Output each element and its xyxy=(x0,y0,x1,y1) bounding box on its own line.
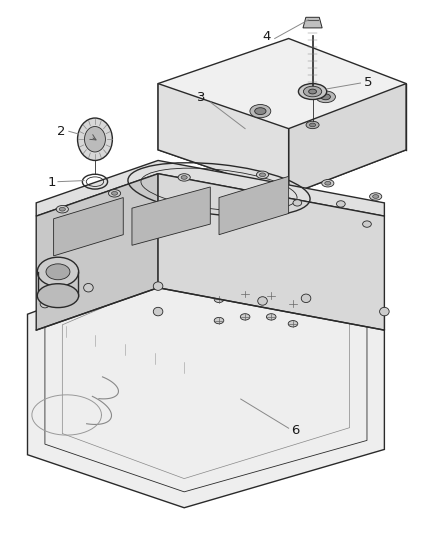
Polygon shape xyxy=(28,256,385,508)
Polygon shape xyxy=(53,198,123,256)
Polygon shape xyxy=(132,187,210,245)
Ellipse shape xyxy=(84,284,93,292)
Ellipse shape xyxy=(321,94,330,100)
Ellipse shape xyxy=(40,300,49,308)
Text: 6: 6 xyxy=(291,424,299,438)
Text: 3: 3 xyxy=(198,91,206,104)
Ellipse shape xyxy=(298,84,327,100)
Text: 5: 5 xyxy=(364,76,373,89)
Ellipse shape xyxy=(309,89,317,94)
Polygon shape xyxy=(219,176,289,235)
Ellipse shape xyxy=(59,207,65,211)
Polygon shape xyxy=(158,38,406,195)
Ellipse shape xyxy=(214,317,224,324)
Ellipse shape xyxy=(109,190,120,197)
Polygon shape xyxy=(36,160,385,216)
Polygon shape xyxy=(289,84,406,195)
Ellipse shape xyxy=(56,206,68,213)
Ellipse shape xyxy=(363,221,371,227)
Ellipse shape xyxy=(46,264,70,280)
Ellipse shape xyxy=(310,123,316,127)
Ellipse shape xyxy=(181,175,187,179)
Ellipse shape xyxy=(325,181,331,185)
Ellipse shape xyxy=(336,201,345,207)
Ellipse shape xyxy=(266,314,276,320)
Ellipse shape xyxy=(259,173,265,176)
Text: 2: 2 xyxy=(57,125,65,138)
Circle shape xyxy=(78,118,113,160)
Ellipse shape xyxy=(153,308,163,316)
Ellipse shape xyxy=(288,320,298,327)
Ellipse shape xyxy=(256,171,268,179)
Ellipse shape xyxy=(306,121,319,128)
Ellipse shape xyxy=(316,91,336,103)
Ellipse shape xyxy=(293,200,302,206)
Ellipse shape xyxy=(37,257,79,286)
Ellipse shape xyxy=(57,292,67,300)
Circle shape xyxy=(85,126,106,152)
Polygon shape xyxy=(158,84,289,195)
Ellipse shape xyxy=(112,191,117,195)
Ellipse shape xyxy=(301,294,311,303)
Ellipse shape xyxy=(304,86,322,97)
Ellipse shape xyxy=(370,193,382,200)
Ellipse shape xyxy=(178,174,190,181)
Text: 4: 4 xyxy=(263,30,271,43)
Ellipse shape xyxy=(258,297,267,305)
Ellipse shape xyxy=(240,291,250,297)
Ellipse shape xyxy=(254,108,266,115)
Ellipse shape xyxy=(380,308,389,316)
Ellipse shape xyxy=(240,314,250,320)
Ellipse shape xyxy=(288,301,298,307)
Polygon shape xyxy=(303,17,322,28)
Polygon shape xyxy=(36,174,158,330)
Polygon shape xyxy=(158,174,385,330)
Ellipse shape xyxy=(373,195,379,198)
Ellipse shape xyxy=(214,296,224,303)
Ellipse shape xyxy=(322,180,334,187)
Ellipse shape xyxy=(153,282,163,290)
Ellipse shape xyxy=(266,293,276,299)
Ellipse shape xyxy=(37,284,79,308)
Ellipse shape xyxy=(250,104,271,118)
Text: 1: 1 xyxy=(47,176,56,189)
